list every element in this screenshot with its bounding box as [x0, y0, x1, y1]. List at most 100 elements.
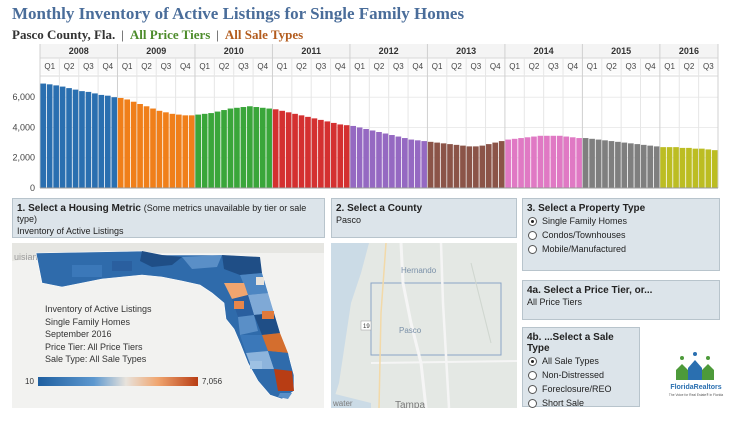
radio-selected-icon[interactable] [528, 216, 537, 226]
radio-selected-icon[interactable] [528, 356, 537, 366]
inventory-bar[interactable] [143, 106, 150, 188]
county-selector[interactable]: 2. Select a County Pasco [331, 198, 517, 238]
inventory-bar[interactable] [576, 138, 582, 188]
inventory-bar[interactable] [176, 114, 182, 188]
inventory-bar[interactable] [111, 97, 118, 188]
property-option-single-family[interactable]: Single Family Homes [523, 214, 719, 228]
inventory-bar[interactable] [692, 148, 699, 188]
inventory-bar[interactable] [92, 93, 98, 188]
inventory-bar[interactable] [479, 145, 486, 188]
inventory-bar[interactable] [647, 145, 654, 188]
housing-metric-value[interactable]: Inventory of Active Listings [17, 226, 124, 236]
inventory-bar[interactable] [285, 112, 292, 188]
price-tier-selector[interactable]: 4a. Select a Price Tier, or... All Price… [522, 280, 720, 320]
inventory-bar[interactable] [505, 139, 511, 188]
property-option-mobile[interactable]: Mobile/Manufactured [523, 242, 719, 256]
inventory-bar[interactable] [395, 136, 402, 188]
inventory-bar[interactable] [608, 141, 615, 188]
inventory-bar[interactable] [214, 111, 221, 188]
inventory-bar[interactable] [234, 107, 240, 188]
inventory-bar[interactable] [640, 144, 647, 188]
inventory-bar[interactable] [602, 140, 608, 188]
inventory-bar[interactable] [524, 137, 531, 188]
inventory-bar[interactable] [421, 141, 428, 188]
inventory-bar[interactable] [408, 139, 415, 188]
inventory-bar[interactable] [188, 115, 195, 188]
inventory-bar[interactable] [440, 143, 447, 188]
inventory-bar[interactable] [66, 88, 72, 188]
inventory-bar[interactable] [104, 95, 111, 188]
inventory-bar[interactable] [595, 139, 602, 188]
property-option-condos[interactable]: Condos/Townhouses [523, 228, 719, 242]
inventory-bar[interactable] [117, 97, 124, 188]
inventory-bar[interactable] [182, 115, 189, 188]
sale-option-short-sale[interactable]: Short Sale [523, 396, 639, 410]
price-tier-value[interactable]: All Price Tiers [527, 297, 583, 307]
inventory-bar[interactable] [492, 142, 499, 188]
inventory-bar[interactable] [550, 135, 557, 188]
inventory-bar[interactable] [324, 121, 331, 188]
inventory-bar[interactable] [485, 144, 492, 188]
inventory-bar[interactable] [343, 125, 350, 188]
radio-icon[interactable] [528, 370, 537, 380]
inventory-bar[interactable] [85, 91, 92, 188]
inventory-bar[interactable] [615, 141, 621, 188]
sale-option-foreclosure[interactable]: Foreclosure/REO [523, 382, 639, 396]
inventory-bar[interactable] [163, 112, 169, 188]
inventory-bar[interactable] [266, 108, 273, 188]
inventory-bar[interactable] [253, 107, 260, 188]
inventory-bar[interactable] [653, 146, 660, 188]
inventory-bar[interactable] [53, 85, 59, 188]
inventory-bar[interactable] [402, 138, 408, 188]
inventory-bar[interactable] [369, 130, 376, 188]
sale-option-non-distressed[interactable]: Non-Distressed [523, 368, 639, 382]
inventory-bar[interactable] [201, 113, 208, 188]
inventory-bar[interactable] [498, 141, 505, 188]
inventory-bar[interactable] [356, 127, 363, 188]
inventory-bar[interactable] [453, 144, 460, 188]
inventory-bar[interactable] [40, 83, 47, 188]
inventory-bar[interactable] [673, 147, 679, 188]
county-value[interactable]: Pasco [336, 215, 362, 225]
inventory-bar[interactable] [414, 140, 421, 188]
inventory-bar[interactable] [227, 108, 234, 188]
inventory-bar[interactable] [544, 135, 550, 188]
inventory-bar[interactable] [389, 135, 395, 188]
pasco-county-map[interactable]: 19 Hernando Pasco Tampa water [331, 243, 517, 408]
inventory-bar[interactable] [137, 104, 143, 188]
inventory-bar[interactable] [376, 132, 382, 188]
radio-icon[interactable] [528, 230, 537, 240]
inventory-bar[interactable] [711, 150, 718, 188]
radio-icon[interactable] [528, 398, 537, 408]
inventory-bar[interactable] [447, 144, 453, 188]
inventory-bar[interactable] [305, 116, 311, 188]
inventory-bar[interactable] [569, 137, 576, 188]
inventory-bar[interactable] [466, 146, 473, 188]
inventory-bar[interactable] [330, 122, 337, 188]
inventory-bar[interactable] [473, 146, 479, 188]
housing-metric-selector[interactable]: 1. Select a Housing Metric (Some metrics… [12, 198, 325, 238]
inventory-bar[interactable] [156, 110, 163, 188]
inventory-bar[interactable] [337, 124, 344, 188]
inventory-bar[interactable] [460, 145, 466, 188]
inventory-bar[interactable] [699, 148, 705, 188]
inventory-bar[interactable] [150, 108, 156, 188]
inventory-bar[interactable] [518, 138, 524, 188]
inventory-bar[interactable] [660, 147, 666, 188]
inventory-bar[interactable] [350, 125, 356, 188]
inventory-bar[interactable] [79, 91, 85, 188]
inventory-bar[interactable] [434, 142, 440, 188]
inventory-bar[interactable] [247, 106, 253, 188]
inventory-bar[interactable] [124, 99, 130, 188]
inventory-bar[interactable] [272, 109, 279, 188]
sale-option-all[interactable]: All Sale Types [523, 354, 639, 368]
inventory-bar[interactable] [686, 147, 692, 188]
inventory-bar[interactable] [98, 94, 105, 188]
inventory-bar[interactable] [563, 136, 570, 188]
inventory-bar[interactable] [195, 114, 202, 188]
inventory-bar[interactable] [311, 118, 318, 188]
inventory-bar[interactable] [130, 101, 137, 188]
inventory-bar[interactable] [382, 133, 389, 188]
inventory-bar[interactable] [582, 138, 589, 188]
inventory-bar[interactable] [628, 143, 634, 188]
